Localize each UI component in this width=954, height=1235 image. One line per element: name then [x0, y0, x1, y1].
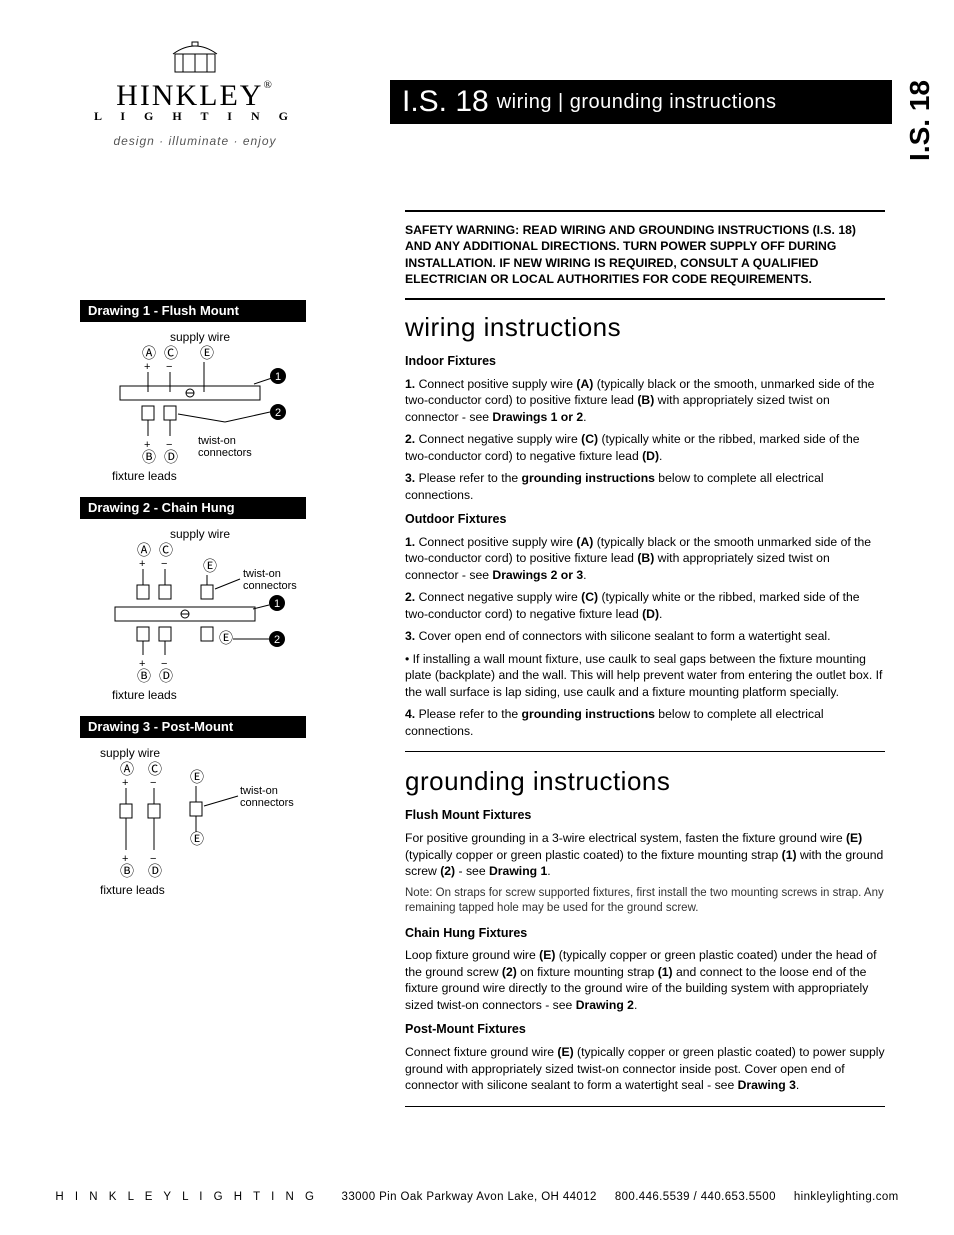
outdoor-step: 1. Connect positive supply wire (A) (typ… [405, 534, 885, 583]
indoor-step: 1. Connect positive supply wire (A) (typ… [405, 376, 885, 425]
indoor-step: 3. Please refer to the grounding instruc… [405, 470, 885, 503]
indoor-step: 2. Connect negative supply wire (C) (typ… [405, 431, 885, 464]
svg-text:Ⓓ: Ⓓ [159, 668, 173, 684]
outdoor-step: 2. Connect negative supply wire (C) (typ… [405, 589, 885, 622]
drawing2-svg: ⒶⒸ +− Ⓔ twist-onconnectors 1 Ⓔ 2 +− ⒷⒹ [95, 541, 305, 691]
drawing3-svg: ⒶⒸⒺ +− twist-onconnectors Ⓔ +− ⒷⒹ [90, 760, 310, 900]
drawing3: supply wire ⒶⒸⒺ +− twist-onconnectors Ⓔ … [80, 746, 320, 897]
grounding-heading: grounding instructions [405, 764, 885, 799]
svg-text:Ⓔ: Ⓔ [203, 558, 217, 574]
svg-text:Ⓒ: Ⓒ [159, 542, 173, 558]
outdoor-heading: Outdoor Fixtures [405, 511, 885, 528]
indoor-heading: Indoor Fixtures [405, 353, 885, 370]
svg-text:Ⓐ: Ⓐ [120, 761, 134, 777]
safety-warning: SAFETY WARNING: READ WIRING AND GROUNDIN… [405, 222, 885, 288]
outdoor-step: 3. Cover open end of connectors with sil… [405, 628, 885, 644]
brand-name: HINKLEY [116, 79, 263, 112]
drawing1: supply wire ⒶⒸⒺ +− 1 2 +− ⒷⒹ twist-oncon… [80, 330, 320, 483]
drawing2: supply wire ⒶⒸ +− Ⓔ twist-onconnectors 1… [80, 527, 320, 702]
svg-text:2: 2 [275, 407, 281, 419]
drawing3-label: Drawing 3 - Post-Mount [80, 716, 306, 738]
svg-text:−: − [150, 777, 156, 789]
outdoor-bullet: • If installing a wall mount fixture, us… [405, 651, 885, 700]
svg-text:Ⓑ: Ⓑ [142, 449, 156, 465]
ground-chain: Loop fixture ground wire (E) (typically … [405, 947, 885, 1013]
wiring-heading: wiring instructions [405, 310, 885, 345]
svg-text:1: 1 [275, 371, 281, 383]
svg-text:twist-on: twist-on [243, 568, 281, 580]
svg-text:−: − [161, 558, 167, 570]
ground-post: Connect fixture ground wire (E) (typical… [405, 1044, 885, 1093]
ground-post-h: Post-Mount Fixtures [405, 1021, 885, 1038]
svg-text:Ⓓ: Ⓓ [148, 863, 162, 879]
drawing1-label: Drawing 1 - Flush Mount [80, 300, 306, 322]
drawing2-label: Drawing 2 - Chain Hung [80, 497, 306, 519]
title-bar: I.S. 18 wiring | grounding instructions [390, 80, 892, 124]
svg-text:Ⓓ: Ⓓ [164, 449, 178, 465]
brand-logo: HINKLEY® L I G H T I N G design · illumi… [80, 40, 310, 148]
svg-text:+: + [139, 558, 145, 570]
svg-text:Ⓔ: Ⓔ [190, 769, 204, 785]
svg-text:Ⓔ: Ⓔ [190, 831, 204, 847]
svg-text:Ⓑ: Ⓑ [120, 863, 134, 879]
side-label: I.S. 18 [904, 80, 936, 161]
svg-text:Ⓑ: Ⓑ [137, 668, 151, 684]
svg-text:Ⓒ: Ⓒ [164, 345, 178, 361]
doc-title: wiring | grounding instructions [497, 91, 777, 114]
ground-flush: For positive grounding in a 3-wire elect… [405, 830, 885, 879]
drawing1-svg: ⒶⒸⒺ +− 1 2 +− ⒷⒹ twist-onconnectors [100, 344, 300, 474]
ground-flush-h: Flush Mount Fixtures [405, 807, 885, 824]
ground-flush-note: Note: On straps for screw supported fixt… [405, 886, 885, 917]
svg-text:twist-on: twist-on [198, 435, 236, 447]
outdoor-step: 4. Please refer to the grounding instruc… [405, 706, 885, 739]
svg-text:+: + [122, 777, 128, 789]
svg-text:Ⓔ: Ⓔ [200, 345, 214, 361]
svg-text:+: + [144, 361, 150, 373]
brand-tag: design · illuminate · enjoy [80, 134, 310, 148]
svg-text:twist-on: twist-on [240, 785, 278, 797]
svg-text:Ⓔ: Ⓔ [219, 630, 233, 646]
svg-text:Ⓐ: Ⓐ [142, 345, 156, 361]
brand-sub: L I G H T I N G [80, 109, 310, 124]
svg-text:−: − [166, 361, 172, 373]
svg-text:connectors: connectors [198, 447, 252, 459]
svg-text:Ⓐ: Ⓐ [137, 542, 151, 558]
svg-text:1: 1 [274, 598, 280, 610]
svg-text:connectors: connectors [240, 797, 294, 809]
ground-chain-h: Chain Hung Fixtures [405, 925, 885, 942]
doc-code: I.S. 18 [402, 85, 489, 119]
logo-icon [165, 40, 225, 74]
svg-text:connectors: connectors [243, 580, 297, 592]
svg-text:2: 2 [274, 634, 280, 646]
svg-text:Ⓒ: Ⓒ [148, 761, 162, 777]
footer: H I N K L E Y L I G H T I N G 33000 Pin … [0, 1191, 954, 1203]
